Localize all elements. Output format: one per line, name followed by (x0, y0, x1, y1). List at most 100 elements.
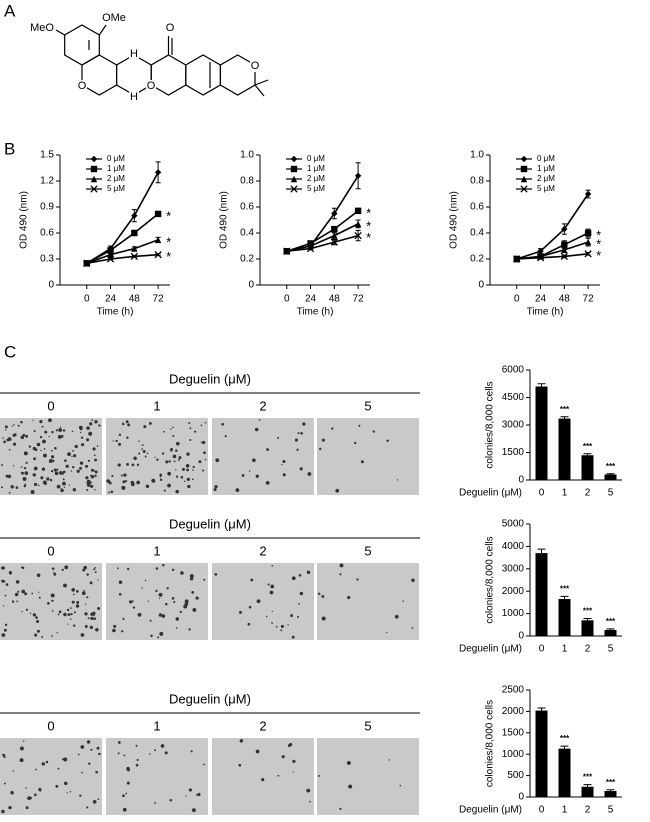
colony (120, 474, 123, 477)
colony (70, 607, 72, 609)
colony (57, 613, 60, 616)
colony (93, 454, 96, 457)
error-bar (537, 707, 546, 711)
label-bg (103, 12, 125, 24)
significance: *** (560, 584, 570, 593)
colony (12, 433, 16, 437)
colony (108, 491, 111, 494)
colony (122, 807, 127, 812)
colony (40, 449, 42, 452)
label-bg (165, 22, 175, 34)
colony (61, 568, 64, 572)
colony (89, 422, 93, 426)
bond (254, 79, 269, 86)
significance: *** (606, 617, 616, 626)
colony (39, 435, 43, 439)
column-label: 5 (364, 398, 371, 413)
colony (299, 591, 304, 596)
colony (289, 742, 293, 747)
column-label: 1 (153, 398, 160, 413)
column-label: 0 (47, 398, 54, 413)
colony (85, 476, 89, 480)
legend-label: 5 μM (307, 184, 325, 193)
colony (94, 470, 98, 474)
colony (186, 477, 191, 482)
bond (98, 24, 107, 36)
colony (175, 449, 178, 452)
ring (150, 54, 187, 96)
marker (561, 241, 568, 248)
colony (321, 616, 326, 621)
x-tick-label: 0 (84, 294, 90, 305)
colony (306, 788, 311, 793)
colony (21, 610, 23, 613)
marker (290, 165, 298, 173)
colony (300, 432, 303, 435)
series-line (286, 210, 359, 252)
colony (213, 487, 217, 492)
error-bar (606, 628, 615, 630)
colony (126, 462, 129, 466)
colony (55, 784, 59, 788)
colony (149, 753, 151, 755)
colony (10, 485, 14, 489)
colony (294, 438, 298, 442)
colony (48, 435, 50, 438)
colony (266, 448, 270, 451)
series-line (516, 193, 589, 260)
colony (360, 460, 364, 464)
marker (290, 155, 298, 163)
colony (267, 583, 270, 586)
colony (112, 440, 114, 442)
colony (185, 795, 187, 797)
colony (118, 580, 123, 584)
colony (27, 796, 32, 801)
colony (173, 460, 176, 463)
colony (143, 425, 147, 429)
colony (38, 591, 40, 593)
colony (51, 430, 54, 434)
colony (123, 754, 126, 757)
colony (386, 631, 388, 634)
colony (64, 781, 68, 786)
micrograph (0, 418, 102, 495)
colony (71, 588, 75, 592)
colony (156, 458, 159, 461)
marker (83, 259, 91, 267)
colony (131, 463, 135, 467)
bar (581, 786, 594, 797)
colony (41, 635, 44, 638)
colony (38, 596, 41, 599)
y-tick-label: 0 (478, 280, 484, 291)
y-tick-label: 0.8 (240, 176, 254, 187)
colony (92, 611, 96, 616)
colony (53, 572, 57, 576)
bond (55, 29, 65, 36)
colony (71, 455, 73, 458)
colony (3, 628, 7, 632)
y-tick-label: 3000 (502, 420, 525, 431)
colony (57, 435, 62, 439)
y-tick-label: 2000 (502, 706, 525, 717)
colony (189, 577, 194, 581)
colony (124, 480, 128, 483)
column-label: 0 (47, 718, 54, 733)
colony (241, 474, 245, 477)
colony (121, 422, 125, 426)
colony (22, 476, 27, 481)
colony (121, 485, 126, 490)
colony (126, 781, 130, 785)
colony (92, 799, 97, 804)
colony (335, 488, 340, 493)
micrograph (317, 418, 419, 495)
legend-label: 2 μM (107, 174, 125, 183)
colony (411, 578, 415, 583)
colony (282, 473, 286, 477)
bar (558, 599, 571, 636)
colony (38, 787, 42, 792)
colony (321, 595, 325, 598)
colony (39, 420, 43, 424)
colony (192, 469, 194, 471)
colony (79, 466, 82, 470)
colony (29, 612, 32, 615)
